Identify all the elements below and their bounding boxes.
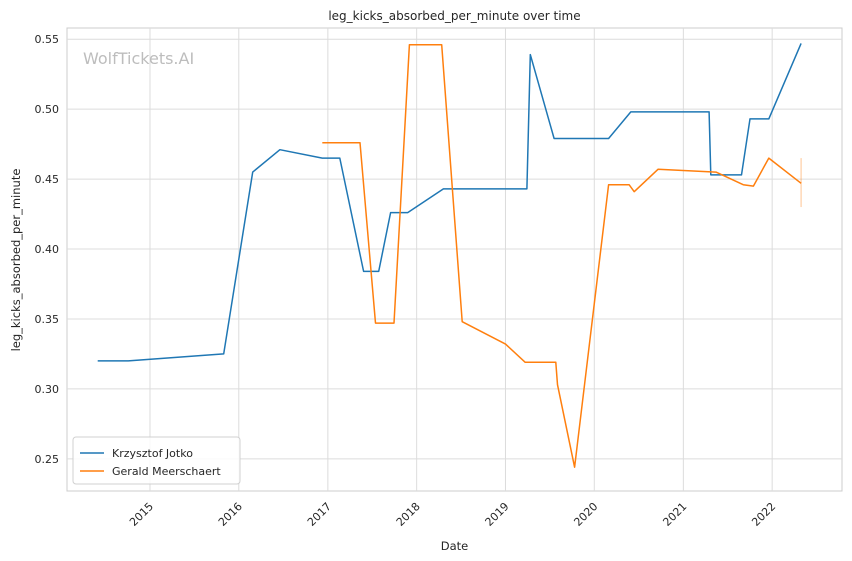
y-axis-label: leg_kicks_absorbed_per_minute <box>9 169 23 352</box>
plot-area <box>66 27 843 492</box>
grid-lines <box>67 28 842 491</box>
y-tick-label: 0.25 <box>35 453 60 466</box>
y-tick-label: 0.30 <box>35 383 60 396</box>
series-line-gerald-meerschaert <box>322 44 802 468</box>
legend-label-gerald-meerschaert: Gerald Meerschaert <box>112 465 221 478</box>
chart-title: leg_kicks_absorbed_per_minute over time <box>328 9 580 23</box>
watermark: WolfTickets.AI <box>83 49 194 68</box>
y-tick-label: 0.45 <box>35 173 60 186</box>
legend-box <box>72 436 241 485</box>
legend-label-krzysztof-jotko: Krzysztof Jotko <box>112 447 193 460</box>
legend: Krzysztof Jotko Gerald Meerschaert <box>72 436 241 485</box>
series-lines <box>97 43 802 468</box>
y-tick-label: 0.40 <box>35 243 60 256</box>
y-tick-label: 0.35 <box>35 313 60 326</box>
y-tick-label: 0.55 <box>35 33 60 46</box>
y-tick-label: 0.50 <box>35 103 60 116</box>
x-axis-label: Date <box>441 539 469 553</box>
